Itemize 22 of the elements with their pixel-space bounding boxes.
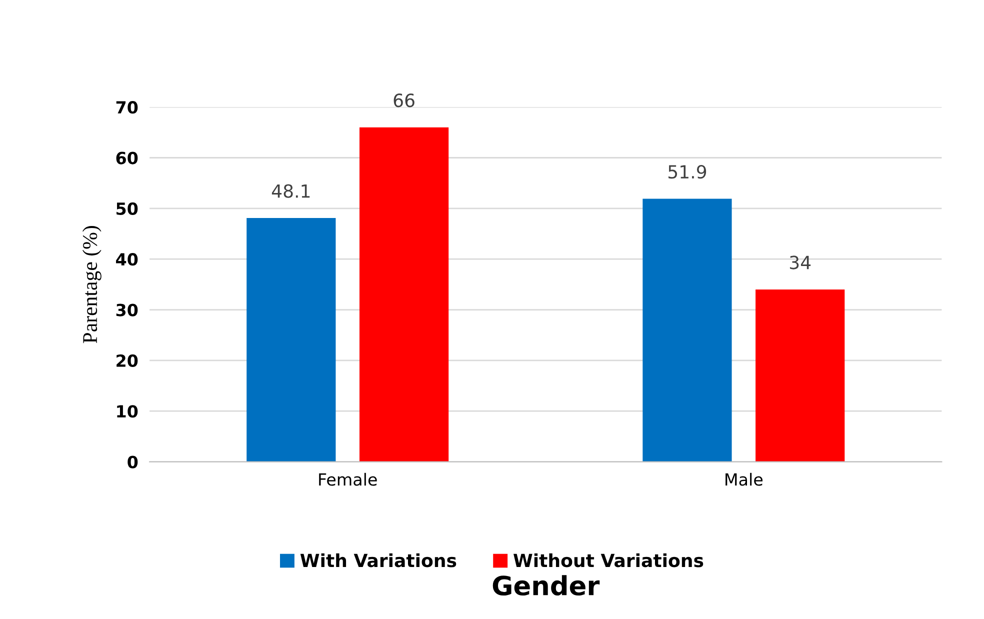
y-tick-label: 10 bbox=[117, 405, 138, 418]
bar bbox=[642, 198, 732, 462]
legend-label: With Variations bbox=[300, 553, 456, 568]
x-axis-title: Gender bbox=[492, 575, 600, 596]
y-tick-label: 60 bbox=[116, 152, 138, 164]
y-tick-label: 0 bbox=[128, 456, 138, 468]
data-label: 48.1 bbox=[272, 184, 310, 198]
x-tick-label: Female bbox=[319, 472, 377, 486]
data-label: 51.9 bbox=[668, 164, 706, 179]
y-tick-label: 40 bbox=[116, 253, 138, 266]
y-tick-label: 30 bbox=[116, 304, 138, 316]
data-label: 66 bbox=[394, 94, 414, 108]
y-tick-label: 20 bbox=[116, 354, 138, 368]
y-tick-label: 70 bbox=[116, 101, 138, 114]
x-tick-label: Male bbox=[726, 472, 763, 486]
bar bbox=[359, 127, 449, 462]
y-axis-title: Parentage (%) bbox=[82, 226, 102, 344]
data-label: 34 bbox=[790, 256, 811, 270]
y-tick-label: 50 bbox=[116, 202, 138, 215]
bar bbox=[246, 218, 336, 462]
bar bbox=[756, 289, 845, 462]
legend-label: Without Variations bbox=[514, 553, 704, 568]
